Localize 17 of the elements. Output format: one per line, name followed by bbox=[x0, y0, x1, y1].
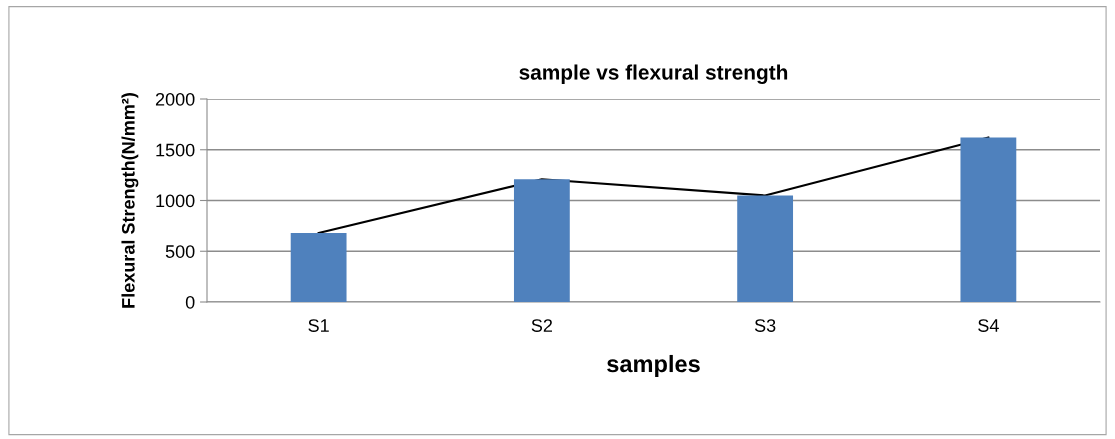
bar bbox=[960, 137, 1017, 302]
x-tick-label: S4 bbox=[978, 319, 999, 332]
bar bbox=[513, 179, 570, 302]
x-tick-label: S3 bbox=[754, 319, 776, 332]
y-tick-label: 500 bbox=[165, 245, 195, 258]
x-axis-title: samples bbox=[607, 354, 700, 377]
chart-title: sample vs flexural strength bbox=[519, 64, 788, 84]
y-tick-label: 2000 bbox=[155, 92, 195, 106]
x-tick-label: S1 bbox=[308, 319, 329, 332]
y-tick-label: 0 bbox=[185, 295, 195, 309]
y-axis-title: Flexural Strength(N/mm²) bbox=[121, 93, 139, 308]
bar bbox=[290, 232, 347, 302]
bar bbox=[737, 195, 794, 302]
x-tick-label: S2 bbox=[531, 319, 553, 332]
y-tick-label: 1500 bbox=[156, 143, 195, 157]
y-tick-label: 1000 bbox=[156, 194, 195, 208]
line-series bbox=[317, 136, 990, 235]
